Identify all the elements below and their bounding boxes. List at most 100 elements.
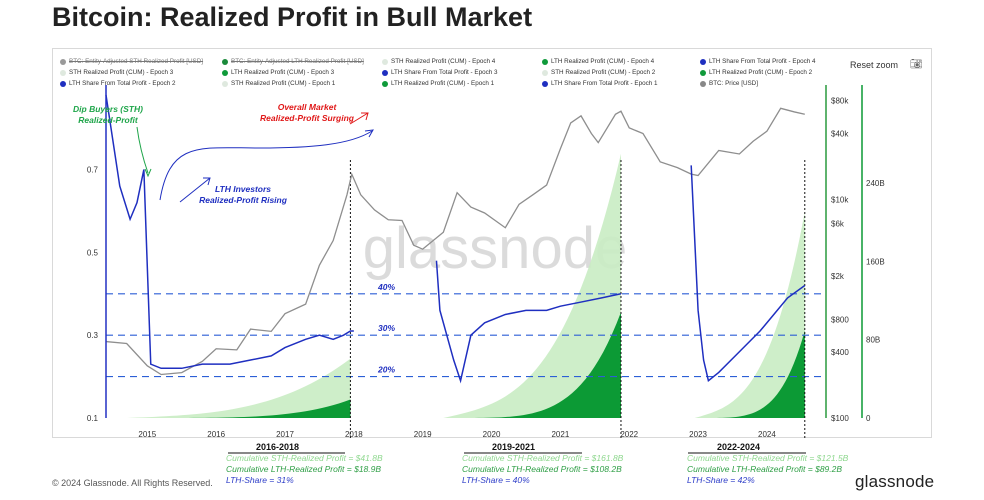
arrow-head xyxy=(361,112,369,121)
cycle-lth-share: LTH-Share = 40% xyxy=(462,475,530,485)
cycle-sth-profit: Cumulative STH-Realized Profit = $121.5B xyxy=(687,453,849,463)
legend-item[interactable]: LTH Share From Total Profit - Epoch 2 xyxy=(60,80,176,87)
legend-item[interactable]: BTC: Price [USD] xyxy=(700,80,758,87)
legend-item[interactable]: LTH Realized Profit (CUM) - Epoch 1 xyxy=(382,80,494,87)
price-axis-tick-label: $10k xyxy=(831,195,849,204)
legend-label: LTH Realized Profit (CUM) - Epoch 3 xyxy=(231,69,335,76)
legend-dot-icon xyxy=(382,58,388,65)
legend-label: LTH Share From Total Profit - Epoch 4 xyxy=(709,58,816,65)
legend-item[interactable]: STH Realized Profit (CUM) - Epoch 3 xyxy=(60,69,173,76)
left-axis-tick-label: 0.1 xyxy=(87,414,99,423)
lth-investors-arrow xyxy=(179,177,211,203)
legend-dot-icon xyxy=(542,69,548,76)
cycle-lth-profit: Cumulative LTH-Realized Profit = $18.9B xyxy=(226,464,382,474)
legend-item[interactable]: LTH Realized Profit (CUM) - Epoch 4 xyxy=(542,58,654,65)
lth-investors-annotation: LTH Investors xyxy=(215,184,271,194)
cycle-header: 2019-2021 xyxy=(492,442,536,452)
reset-zoom-button[interactable]: Reset zoom xyxy=(850,60,899,70)
camera-icon[interactable]: 📷︎ xyxy=(910,59,923,70)
legend-item[interactable]: STH Realized Profit (CUM) - Epoch 1 xyxy=(222,80,335,87)
chart-title: Bitcoin: Realized Profit in Bull Market xyxy=(52,2,533,32)
legend-label: STH Realized Profit (CUM) - Epoch 2 xyxy=(551,69,656,76)
arrow-head xyxy=(144,168,152,178)
price-axis-tick-label: $2k xyxy=(831,272,845,281)
legend-item[interactable]: LTH Realized Profit (CUM) - Epoch 3 xyxy=(222,69,334,76)
cycle-sth-profit: Cumulative STH-Realized Profit = $161.8B xyxy=(462,453,624,463)
lth-share-line xyxy=(690,165,806,383)
x-axis-tick-label: 2024 xyxy=(758,430,776,439)
legend-label: BTC: Entity-Adjusted LTH Realized Profit… xyxy=(231,58,364,65)
legend-item[interactable]: LTH Realized Profit (CUM) - Epoch 2 xyxy=(700,69,812,76)
cycle-lth-profit: Cumulative LTH-Realized Profit = $108.2B xyxy=(462,464,622,474)
x-axis-tick-label: 2017 xyxy=(276,430,294,439)
lth-cumulative-area xyxy=(694,330,805,418)
legend-label: LTH Realized Profit (CUM) - Epoch 4 xyxy=(551,58,655,65)
profit-axis-tick-label: 240B xyxy=(866,179,885,188)
legend-dot-icon xyxy=(542,80,548,87)
copyright-footer: © 2024 Glassnode. All Rights Reserved. xyxy=(52,478,213,488)
lth-cumulative-area xyxy=(126,399,351,418)
x-axis-tick-label: 2020 xyxy=(483,430,501,439)
legend-item[interactable]: STH Realized Profit (CUM) - Epoch 4 xyxy=(382,58,495,65)
dip-buyers-arrow xyxy=(136,126,149,174)
cycle-summary-2019-2021: 2019-2021 Cumulative STH-Realized Profit… xyxy=(462,442,623,486)
legend-item[interactable]: BTC: Entity-Adjusted STH Realized Profit… xyxy=(60,58,203,65)
legend-dot-icon xyxy=(60,80,66,87)
x-axis-tick-label: 2018 xyxy=(345,430,363,439)
overall-market-annotation: Overall Market xyxy=(278,102,338,112)
legend-dot-icon xyxy=(700,58,706,65)
profit-axis-tick-label: 0 xyxy=(866,414,871,423)
legend-label: BTC: Price [USD] xyxy=(709,80,758,87)
watermark-text: glassnode xyxy=(363,216,627,281)
x-axis-tick-label: 2019 xyxy=(414,430,432,439)
sth-cumulative-area xyxy=(126,358,351,418)
legend-label: LTH Share From Total Profit - Epoch 1 xyxy=(551,80,658,87)
legend-label: STH Realized Profit (CUM) - Epoch 3 xyxy=(69,69,174,76)
legend-dot-icon xyxy=(700,69,706,76)
threshold-label: 20% xyxy=(377,365,395,375)
overall-market-arrow xyxy=(349,112,369,125)
legend-item[interactable]: LTH Share From Total Profit - Epoch 3 xyxy=(382,69,498,76)
x-axis-tick-label: 2023 xyxy=(689,430,707,439)
legend-item[interactable]: BTC: Entity-Adjusted LTH Realized Profit… xyxy=(222,58,364,65)
left-axis-tick-label: 0.5 xyxy=(87,248,99,257)
lth-investors-annotation: Realized-Profit Rising xyxy=(199,195,288,205)
legend-dot-icon xyxy=(222,58,228,65)
profit-axis-tick-label: 160B xyxy=(866,257,885,266)
legend-label: LTH Share From Total Profit - Epoch 2 xyxy=(69,80,176,87)
cycle-header: 2016-2018 xyxy=(256,442,300,452)
legend-item[interactable]: STH Realized Profit (CUM) - Epoch 2 xyxy=(542,69,655,76)
price-line xyxy=(105,107,805,376)
price-axis-tick-label: $800 xyxy=(831,315,849,324)
x-axis-tick-label: 2022 xyxy=(620,430,638,439)
cycle-lth-profit: Cumulative LTH-Realized Profit = $89.2B xyxy=(687,464,843,474)
cycle-sth-profit: Cumulative STH-Realized Profit = $41.8B xyxy=(226,453,383,463)
legend-label: STH Realized Profit (CUM) - Epoch 4 xyxy=(391,58,496,65)
dip-buyers-annotation: Realized-Profit xyxy=(78,115,139,125)
lth-share-line xyxy=(435,260,622,384)
sth-cumulative-area xyxy=(443,153,621,418)
legend-dot-icon xyxy=(382,69,388,76)
chart-frame xyxy=(52,48,932,438)
lth-share-line xyxy=(105,94,354,370)
price-axis-tick-label: $80k xyxy=(831,97,849,106)
price-axis-tick-label: $6k xyxy=(831,220,845,229)
overall-market-annotation: Realized-Profit Surging xyxy=(260,113,355,123)
left-axis-tick-label: 0.3 xyxy=(87,331,99,340)
legend-dot-icon xyxy=(60,58,66,65)
legend-dot-icon xyxy=(222,69,228,76)
legend-item[interactable]: LTH Share From Total Profit - Epoch 1 xyxy=(542,80,658,87)
legend-item[interactable]: LTH Share From Total Profit - Epoch 4 xyxy=(700,58,816,65)
cycle-lth-share: LTH-Share = 42% xyxy=(687,475,755,485)
legend-dot-icon xyxy=(222,80,228,87)
cycle-header: 2022-2024 xyxy=(717,442,761,452)
arrow-head xyxy=(364,129,374,138)
legend-dot-icon xyxy=(382,80,388,87)
legend-label: BTC: Entity-Adjusted STH Realized Profit… xyxy=(69,58,204,65)
sth-cumulative-area xyxy=(694,211,805,418)
left-axis-tick-label: 0.7 xyxy=(87,166,99,175)
legend-dot-icon xyxy=(700,80,706,87)
threshold-label: 40% xyxy=(377,282,395,292)
legend-label: STH Realized Profit (CUM) - Epoch 1 xyxy=(231,80,336,87)
